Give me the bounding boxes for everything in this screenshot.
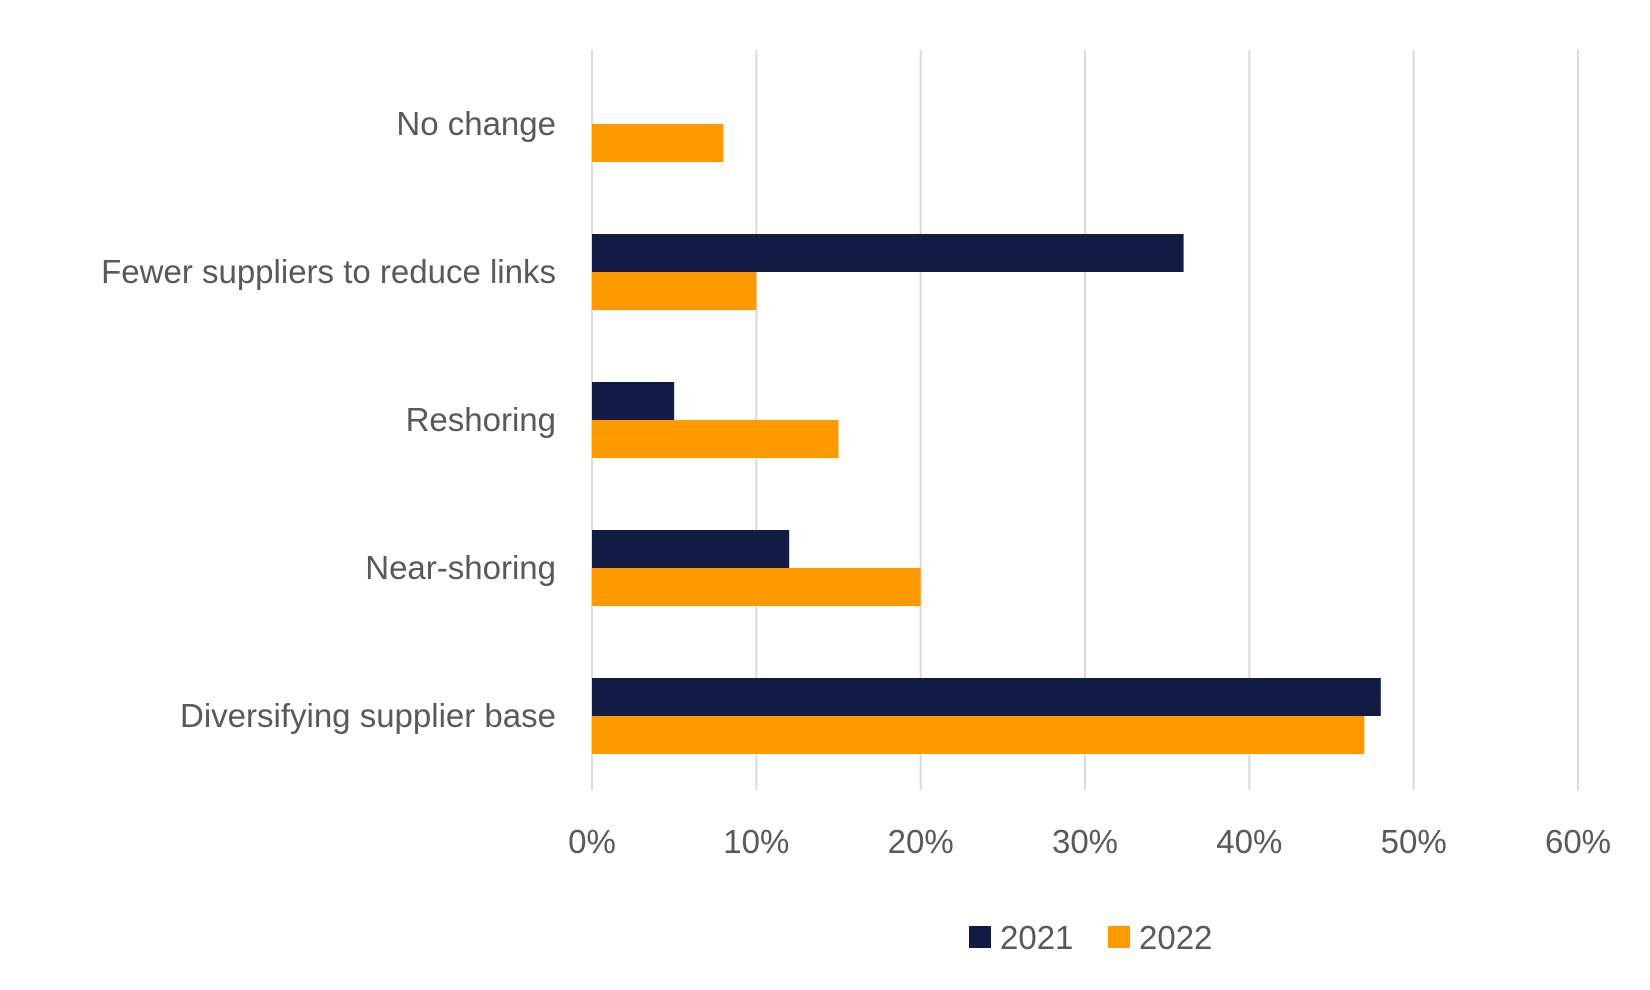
category-label-fewer-suppliers-to-reduce-links: Fewer suppliers to reduce links: [101, 253, 556, 290]
category-labels: No change Fewer suppliers to reduce links…: [101, 105, 556, 734]
x-tick-label-30: 30%: [1052, 823, 1118, 860]
bar-near-shoring-2021: [592, 530, 790, 568]
category-label-no-change: No change: [396, 105, 556, 142]
category-label-diversifying-supplier-base: Diversifying supplier base: [180, 697, 556, 734]
gridlines: [591, 50, 1579, 790]
legend: 2021 2022: [969, 919, 1212, 956]
x-tick-label-20: 20%: [888, 823, 954, 860]
bar-diversifying-supplier-base-2021: [592, 678, 1381, 716]
x-axis-tick-labels: 0% 10% 20% 30% 40% 50% 60%: [568, 823, 1611, 860]
bar-near-shoring-2022: [592, 568, 921, 606]
bars: [592, 124, 1381, 754]
legend-swatch-2022: [1108, 926, 1130, 948]
legend-swatch-2021: [969, 926, 991, 948]
category-label-near-shoring: Near-shoring: [365, 549, 556, 586]
bar-fewer-suppliers-to-reduce-links-2021: [592, 234, 1184, 272]
legend-label-2021: 2021: [1000, 919, 1073, 956]
x-tick-label-0: 0%: [568, 823, 616, 860]
bar-reshoring-2021: [592, 382, 675, 420]
x-tick-label-40: 40%: [1216, 823, 1282, 860]
legend-label-2022: 2022: [1139, 919, 1212, 956]
x-tick-label-60: 60%: [1545, 823, 1611, 860]
bar-fewer-suppliers-to-reduce-links-2022: [592, 272, 757, 310]
x-tick-label-50: 50%: [1381, 823, 1447, 860]
bar-no-change-2022: [592, 124, 724, 162]
category-label-reshoring: Reshoring: [406, 401, 556, 438]
x-tick-label-10: 10%: [723, 823, 789, 860]
bar-diversifying-supplier-base-2022: [592, 716, 1365, 754]
bar-reshoring-2022: [592, 420, 839, 458]
